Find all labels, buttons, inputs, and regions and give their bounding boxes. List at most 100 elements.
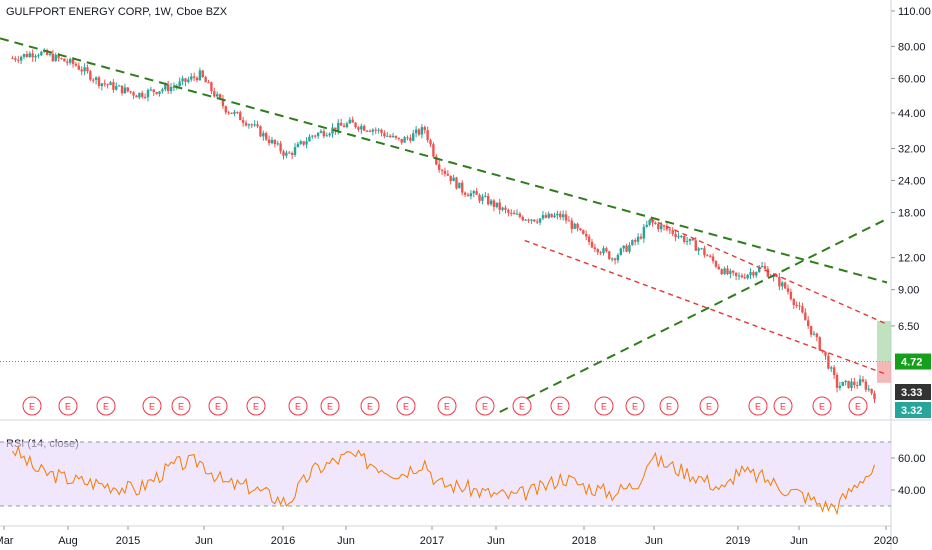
candle xyxy=(593,247,597,250)
candle xyxy=(391,135,395,137)
earnings-marker-circle xyxy=(748,396,768,416)
candle xyxy=(582,230,585,235)
earnings-marker-label: E xyxy=(367,402,373,412)
earnings-marker-circle xyxy=(171,396,191,416)
candle xyxy=(112,82,115,90)
candle xyxy=(276,143,279,145)
earnings-marker-circle xyxy=(142,396,162,416)
candle xyxy=(169,86,173,92)
candle xyxy=(285,152,288,156)
candle xyxy=(117,85,121,87)
candle xyxy=(832,367,836,376)
earnings-marker-circle xyxy=(288,396,308,416)
earnings-marker: E xyxy=(773,396,793,416)
candle xyxy=(760,266,764,268)
candle xyxy=(766,268,770,277)
candle xyxy=(279,143,282,152)
candle xyxy=(585,234,588,237)
earnings-marker: E xyxy=(22,396,42,416)
candle xyxy=(726,268,729,274)
candle xyxy=(864,381,868,390)
candle xyxy=(210,82,213,92)
price-tick-label: 80.00 xyxy=(898,41,926,53)
candle xyxy=(472,191,475,194)
candle xyxy=(443,170,447,174)
candle xyxy=(688,238,692,242)
time-tick-label: Jun xyxy=(790,535,808,547)
candle xyxy=(432,144,435,157)
earnings-marker-label: E xyxy=(482,402,488,412)
time-axis[interactable]: Mar Aug 2015 Jun 2016 Jun 2017 Jun 2018 Jun 2019 Ju… xyxy=(0,526,898,547)
candle xyxy=(492,200,496,208)
price-axis[interactable]: 110.00 80.00 60.00 44.00 32.00 24.00 18.00 12.0… xyxy=(891,6,931,333)
candle xyxy=(561,214,565,218)
earnings-marker: E xyxy=(437,396,457,416)
candle xyxy=(97,77,101,87)
candle xyxy=(71,58,75,64)
earnings-marker: E xyxy=(320,396,340,416)
candle xyxy=(334,127,337,132)
candle xyxy=(700,248,703,250)
candle xyxy=(706,255,709,257)
earnings-marker: E xyxy=(246,396,266,416)
earnings-marker-circle xyxy=(96,396,116,416)
candle xyxy=(152,89,155,93)
earnings-marker-label: E xyxy=(327,402,333,412)
trendlines xyxy=(0,37,888,413)
candle xyxy=(360,125,363,130)
candle xyxy=(319,131,323,133)
candle xyxy=(403,137,406,143)
earnings-marker-label: E xyxy=(403,402,409,412)
candle xyxy=(818,337,821,351)
candle xyxy=(374,129,377,131)
earnings-marker-label: E xyxy=(253,402,259,412)
candle xyxy=(339,122,343,126)
earnings-marker-circle xyxy=(812,396,832,416)
candle xyxy=(853,381,856,386)
candle xyxy=(469,193,473,197)
candle xyxy=(218,94,222,99)
candle xyxy=(77,65,81,70)
candle xyxy=(325,135,328,137)
candle xyxy=(417,129,421,135)
candle xyxy=(288,152,291,154)
candle xyxy=(553,215,556,218)
candle xyxy=(746,274,749,279)
earnings-marker-circle xyxy=(625,396,645,416)
candle xyxy=(714,261,718,267)
time-tick-label: 2017 xyxy=(420,535,444,547)
candle xyxy=(763,266,767,269)
candle xyxy=(383,132,386,137)
time-tick-label: Jun xyxy=(487,535,505,547)
candle xyxy=(587,236,591,243)
candle xyxy=(94,77,98,81)
candle xyxy=(755,272,758,276)
candle xyxy=(720,269,723,275)
candle xyxy=(861,379,865,382)
candle xyxy=(749,272,752,275)
earnings-marker: E xyxy=(58,396,78,416)
candle xyxy=(486,195,490,205)
price-tag-bg xyxy=(895,353,931,370)
candle xyxy=(830,367,833,369)
price-tag-label: 4.72 xyxy=(901,357,922,369)
candle xyxy=(783,282,787,289)
candle xyxy=(639,236,643,239)
earnings-marker-label: E xyxy=(215,402,221,412)
earnings-marker-circle xyxy=(848,396,868,416)
earnings-marker-circle xyxy=(396,396,416,416)
candle xyxy=(449,175,452,182)
price-tick-label: 44.00 xyxy=(898,108,926,120)
candle xyxy=(645,224,648,227)
candle xyxy=(120,85,124,94)
earnings-marker-circle xyxy=(208,396,228,416)
candle xyxy=(636,236,640,242)
candle xyxy=(461,182,464,193)
rsi-tick-label: 40.00 xyxy=(898,485,926,497)
candle xyxy=(74,63,78,66)
time-tick-label: 2018 xyxy=(572,535,596,547)
candle xyxy=(164,84,167,90)
earnings-marker-label: E xyxy=(444,402,450,412)
